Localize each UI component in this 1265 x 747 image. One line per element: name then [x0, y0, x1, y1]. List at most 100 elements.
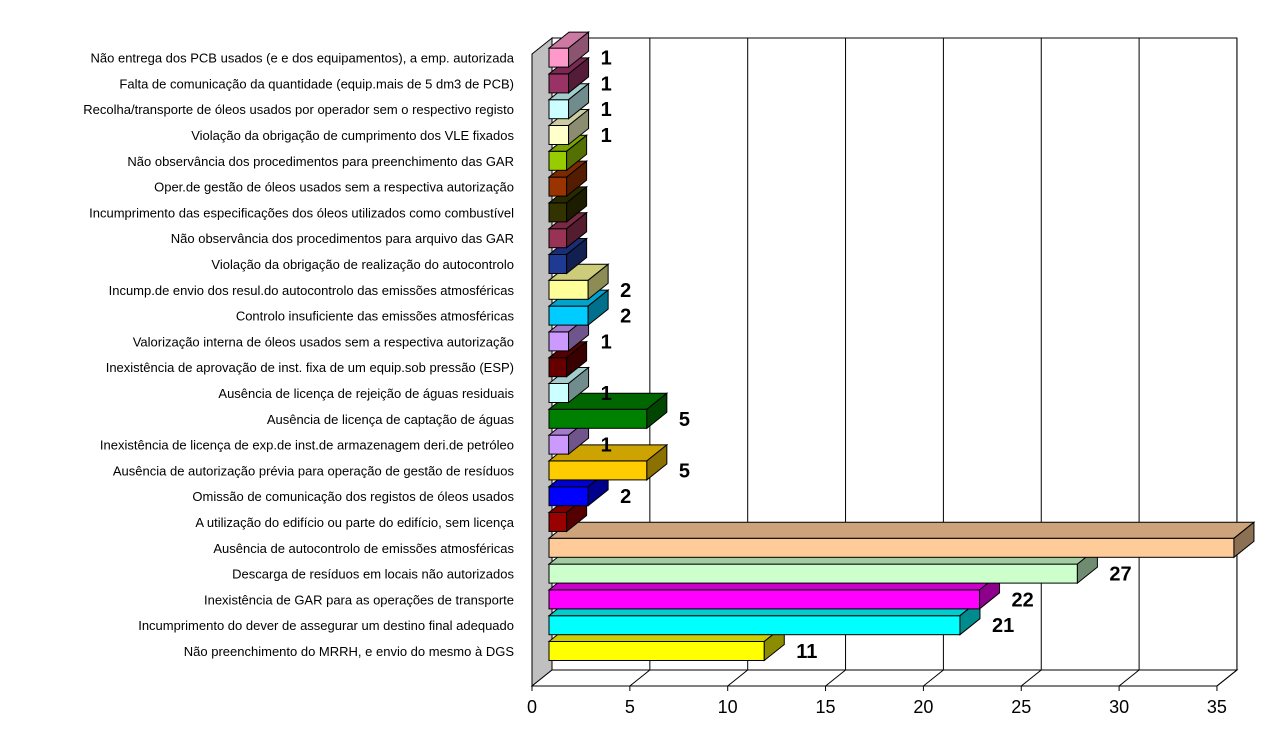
bar-side [568, 108, 590, 146]
bar [547, 31, 590, 69]
bar-front [548, 47, 570, 68]
bar-side [646, 443, 668, 481]
bar-side [587, 263, 609, 301]
data-label: 1 [601, 331, 612, 353]
bar-side [587, 289, 609, 327]
floor-gridline [1020, 669, 1042, 687]
category-label: Não preenchimento do MRRH, e envio do me… [184, 644, 515, 659]
category-label: Ausência de licença de rejeição de águas… [218, 386, 514, 401]
category-label: Inexistência de aprovação de inst. fixa … [106, 360, 514, 375]
data-label: 1 [601, 99, 612, 121]
floor-gridline [629, 669, 651, 687]
bar [547, 366, 590, 404]
category-label: Inexistência de licença de exp.de inst.d… [100, 438, 514, 453]
x-tick-label: 0 [527, 697, 537, 717]
bars [547, 31, 1256, 662]
category-labels: Não preenchimento do MRRH, e envio do me… [83, 51, 514, 659]
floor-gridline [825, 669, 846, 687]
category-label: A utilização do edifício ou parte do edi… [195, 515, 514, 530]
category-label: Falta de comunicação da quantidade (equi… [119, 76, 514, 91]
data-label: 11 [796, 641, 817, 663]
bar-front [548, 512, 568, 532]
bar-top [547, 521, 1256, 539]
data-label: 2 [620, 280, 631, 302]
data-label: 1 [601, 48, 612, 70]
category-label: Inexistência de GAR para as operações de… [204, 592, 514, 607]
data-label: 1 [601, 125, 612, 147]
bar-front [548, 331, 570, 352]
category-label: Valorização interna de óleos usados sem … [133, 334, 514, 349]
category-label: Incump.de envio dos resul.do autocontrol… [109, 283, 515, 298]
bar-front [548, 589, 981, 610]
data-label: 1 [601, 73, 612, 95]
bar-side [568, 31, 590, 69]
x-tick-label: 20 [913, 697, 933, 717]
bar-front [548, 460, 648, 481]
bar-front [548, 408, 648, 429]
data-label: 5 [679, 409, 690, 431]
category-label: Não entrega dos PCB usados (e e dos equi… [91, 51, 515, 66]
bar [547, 443, 669, 481]
bar-front [548, 434, 570, 455]
x-tick-label: 30 [1109, 697, 1129, 717]
bar-side [566, 160, 588, 198]
bar-front [548, 486, 589, 507]
category-label: Incumprimento das especificações dos óle… [89, 205, 514, 220]
category-label: Violação da obrigação de realização do a… [211, 257, 514, 272]
data-label: 1 [601, 435, 612, 457]
bar-side [568, 82, 590, 120]
bar [547, 263, 610, 301]
category-label: Ausência de licença de captação de águas [267, 412, 515, 427]
category-label: Controlo insuficiente das emissões atmos… [236, 309, 515, 324]
bar-front [548, 641, 765, 661]
bar-side [566, 134, 588, 172]
category-label: Não observância dos procedimentos para p… [127, 154, 514, 169]
data-label: 5 [679, 460, 690, 482]
bar-side [568, 366, 590, 404]
data-label: 2 [620, 306, 631, 328]
bar-front [548, 202, 568, 223]
data-label: 1 [601, 383, 612, 405]
category-label: Ausência de autocontrolo de emissões atm… [213, 541, 514, 556]
category-label: Ausência de autorização prévia para oper… [113, 463, 515, 478]
bar [547, 392, 669, 430]
bar-front [548, 279, 589, 300]
bar-front [548, 254, 568, 274]
x-tick-label: 25 [1011, 697, 1031, 717]
floor [530, 669, 1239, 687]
category-label: Violação da obrigação de cumprimento dos… [191, 128, 514, 143]
x-tick-labels: 0 5 10 15 20 25 30 35 [527, 686, 1227, 717]
floor-gridline [1216, 669, 1238, 687]
x-tick-label: 10 [718, 697, 738, 717]
category-label: Descarga de resíduos em locais não autor… [232, 567, 514, 582]
category-label: Oper.de gestão de óleos usados sem a res… [154, 180, 514, 195]
bar-front [548, 615, 961, 636]
category-label: Incumprimento do dever de assegurar um d… [138, 618, 514, 633]
bar-front [548, 73, 570, 94]
bar-side [566, 185, 588, 223]
bar-front [548, 383, 570, 403]
floor-gridline [727, 669, 749, 687]
data-labels: 1121222735251511221111 [601, 48, 1132, 663]
bar-side [566, 211, 588, 249]
category-label: Recolha/transporte de óleos usados por o… [83, 102, 514, 117]
x-tick-label: 15 [816, 697, 836, 717]
bar-front [548, 357, 568, 378]
floor-gridline [1118, 669, 1140, 687]
data-label: 2 [620, 486, 631, 508]
bar-side [566, 340, 588, 378]
bar [547, 521, 1256, 559]
bar-front [548, 228, 568, 249]
category-label: Omissão de comunicação dos registos de ó… [192, 489, 514, 504]
bar-front [548, 99, 570, 120]
bar-side [568, 56, 590, 94]
bar-front [548, 305, 589, 326]
x-tick-label: 35 [1207, 697, 1227, 717]
data-label: 27 [1109, 564, 1131, 586]
bar-front [548, 563, 1078, 584]
floor-gridline [923, 669, 944, 687]
bar-front [548, 176, 568, 197]
bar-side [566, 237, 588, 275]
bar-front [548, 125, 570, 145]
